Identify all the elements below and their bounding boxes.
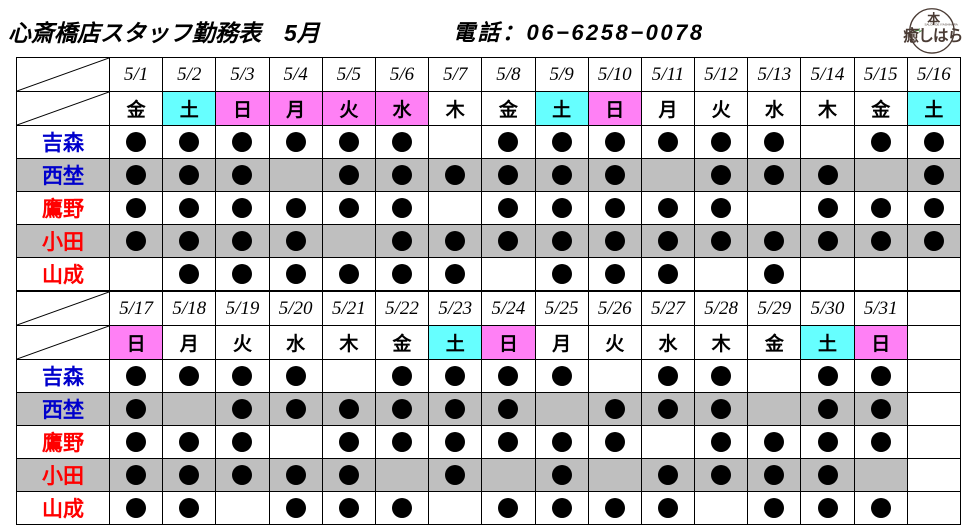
svg-text:SALON DE IYASHIHARA: SALON DE IYASHIHARA [925, 22, 958, 26]
svg-text:癒しはら: 癒しはら [903, 26, 962, 45]
